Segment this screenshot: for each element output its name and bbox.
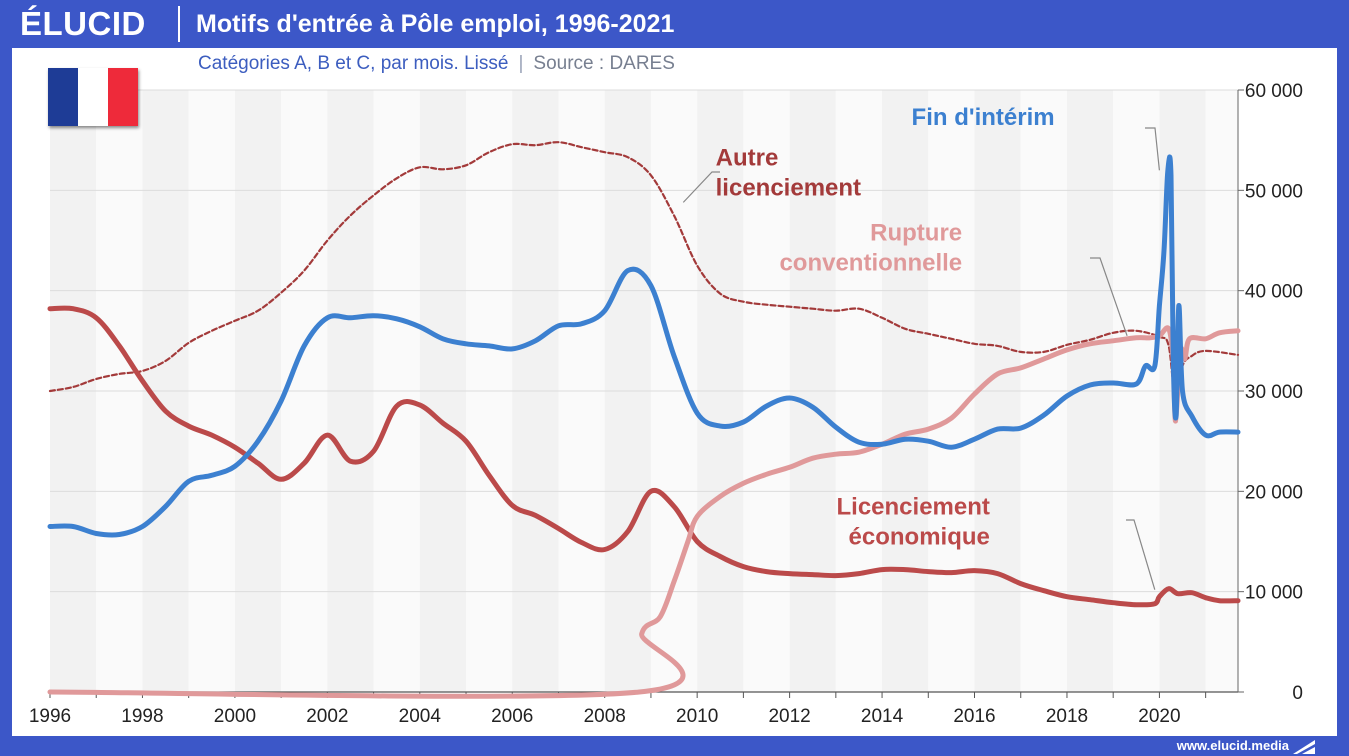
- series-label-autre-licenciement: Autre: [716, 144, 779, 171]
- x-tick-label: 1998: [121, 706, 163, 727]
- x-tick-label: 2016: [953, 706, 995, 727]
- x-tick-label: 2018: [1046, 706, 1088, 727]
- x-tick-label: 2006: [491, 706, 533, 727]
- y-axis: 0 10 000 20 000 30 000 40 000 50 000 60 000: [1237, 81, 1303, 704]
- y-tick-label: 0: [1292, 683, 1303, 704]
- flag-stripe-white: [78, 68, 108, 126]
- chart-subtitle: Catégories A, B et C, par mois. Lissé: [198, 53, 509, 74]
- x-tick-label: 2000: [214, 706, 256, 727]
- y-tick-label: 10 000: [1245, 583, 1303, 604]
- annotation-leaders: [682, 127, 1160, 590]
- x-tick-label: 2020: [1138, 706, 1180, 727]
- series-line-autre-licenciement: [48, 141, 1240, 403]
- elucid-mark-icon: [1293, 740, 1315, 754]
- france-flag-icon: [48, 68, 138, 126]
- chart-source: Source : DARES: [533, 53, 675, 74]
- y-tick-label: 20 000: [1245, 482, 1303, 503]
- y-tick-label: 30 000: [1245, 382, 1303, 403]
- series-label-autre-licenciement: licenciement: [716, 174, 861, 201]
- series-labels: Autre licenciement Fin d'intérim Rupture con…: [716, 104, 1055, 550]
- chart-subtitle-line: Catégories A, B et C, par mois. Lissé | So…: [198, 52, 675, 76]
- elucid-logo[interactable]: ÉLUCID: [20, 5, 146, 42]
- x-tick-label: 2002: [306, 706, 348, 727]
- series-label-rupture-conventionnelle: Rupture: [870, 220, 962, 247]
- logo-divider: [178, 6, 180, 42]
- chart-title: Motifs d'entrée à Pôle emploi, 1996-2021: [196, 10, 675, 38]
- series-label-licenciement-economique: économique: [849, 523, 990, 550]
- x-tick-label: 2008: [584, 706, 626, 727]
- x-axis: 1996 1998 2000 2002 2004 2006 2008 2010 2012 2014…: [29, 691, 1238, 727]
- x-tick-label: 2014: [861, 706, 904, 727]
- x-tick-label: 2010: [676, 706, 718, 727]
- flag-stripe-red: [108, 68, 138, 126]
- leader-line-fin-d-interim: [1145, 127, 1160, 171]
- series-lines: [47, 141, 1241, 699]
- leader-line-autre-licenciement: [682, 171, 720, 203]
- y-tick-label: 60 000: [1245, 81, 1303, 102]
- y-tick-label: 50 000: [1245, 181, 1303, 202]
- leader-line-licenciement-economique: [1126, 519, 1156, 590]
- series-label-fin-d-interim: Fin d'intérim: [912, 104, 1055, 131]
- series-label-rupture-conventionnelle: conventionnelle: [779, 250, 962, 277]
- x-tick-label: 2004: [399, 706, 442, 727]
- x-tick-label: 1996: [29, 706, 71, 727]
- flag-stripe-blue: [48, 68, 78, 126]
- x-tick-label: 2012: [768, 706, 810, 727]
- y-tick-label: 40 000: [1245, 282, 1303, 303]
- leader-line-rupture-conventionnelle: [1090, 257, 1128, 336]
- series-line-licenciement-economique: [47, 305, 1241, 608]
- subtitle-separator: |: [518, 53, 524, 74]
- series-label-licenciement-economique: Licenciement: [837, 493, 990, 520]
- footer-url-link[interactable]: www.elucid.media: [1176, 738, 1289, 753]
- series-line-fin-d-interim: [47, 154, 1241, 538]
